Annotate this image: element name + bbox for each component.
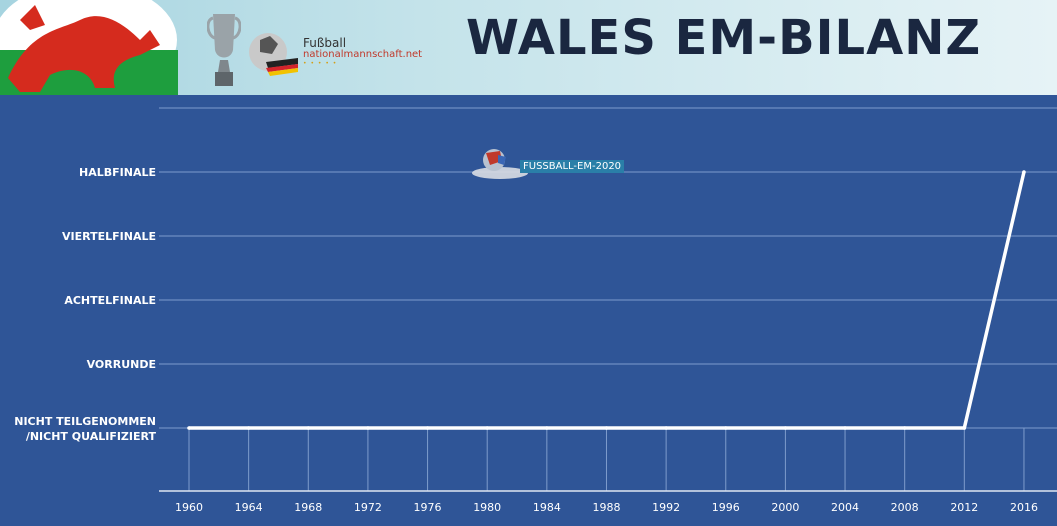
x-tick-label: 1964	[235, 501, 263, 514]
x-tick-label: 2004	[831, 501, 859, 514]
data-point	[723, 426, 728, 430]
data-point	[246, 426, 251, 430]
page-title: WALES EM-BILANZ	[466, 10, 982, 66]
y-level-label: VIERTELFINALE	[62, 230, 156, 243]
y-level-label: VORRUNDE	[87, 358, 156, 371]
y-level-label: ACHTELFINALE	[64, 294, 156, 307]
football-icon	[249, 33, 298, 76]
data-point	[485, 426, 490, 430]
data-point	[306, 426, 311, 430]
data-point	[664, 426, 668, 430]
y-level-label-line: HALBFINALE	[79, 166, 156, 179]
data-point	[843, 426, 847, 430]
data-point	[604, 426, 609, 430]
line-chart: 1960 1964 1968 1972 1976 1980 1984 1988 1992 1996…	[14, 107, 1057, 514]
trophy-icon	[207, 14, 241, 86]
brand-line-2: nationalmannschaft.net	[303, 49, 423, 60]
y-level-label-line: VIERTELFINALE	[62, 230, 156, 243]
watermark-label: FUSSBALL-EM-2020	[520, 160, 625, 173]
data-point	[1022, 170, 1026, 174]
data-point	[902, 426, 907, 430]
y-level-label-line: /NICHT QUALIFIZIERT	[26, 430, 157, 443]
x-tick-label: 2008	[891, 501, 919, 514]
data-point	[425, 426, 430, 430]
x-tick-label: 1968	[294, 501, 322, 514]
brand-line-3: • • • • •	[303, 60, 338, 67]
x-tick-label: 1984	[533, 501, 561, 514]
y-level-label: NICHT TEILGENOMMEN/NICHT QUALIFIZIERT	[14, 415, 156, 443]
brand-logo-text: Fußball nationalmannschaft.net • • • • •	[303, 37, 422, 67]
watermark-ball-icon	[472, 149, 528, 179]
x-tick-label: 2016	[1010, 501, 1038, 514]
data-point	[783, 426, 788, 430]
data-point	[187, 426, 191, 430]
data-point	[545, 426, 549, 430]
y-level-label-line: VORRUNDE	[87, 358, 156, 371]
brand-line-1: Fußball	[303, 36, 347, 50]
y-level-label-line: NICHT TEILGENOMMEN	[14, 415, 156, 428]
x-tick-label: 1980	[473, 501, 501, 514]
x-tick-label: 1972	[354, 501, 382, 514]
x-tick-label: 1996	[712, 501, 740, 514]
data-point	[962, 426, 967, 430]
x-tick-label: 1992	[652, 501, 680, 514]
x-tick-label: 2000	[771, 501, 799, 514]
header-banner: Fußball nationalmannschaft.net • • • • •…	[0, 0, 1057, 95]
x-tick-label: 1960	[175, 501, 203, 514]
x-tick-label: 1988	[592, 501, 620, 514]
y-level-label-line: ACHTELFINALE	[64, 294, 156, 307]
y-level-label: HALBFINALE	[79, 166, 156, 179]
x-tick-label: 1976	[414, 501, 442, 514]
x-tick-label: 2012	[950, 501, 978, 514]
wales-flag-icon	[0, 0, 178, 95]
data-point	[366, 426, 370, 430]
